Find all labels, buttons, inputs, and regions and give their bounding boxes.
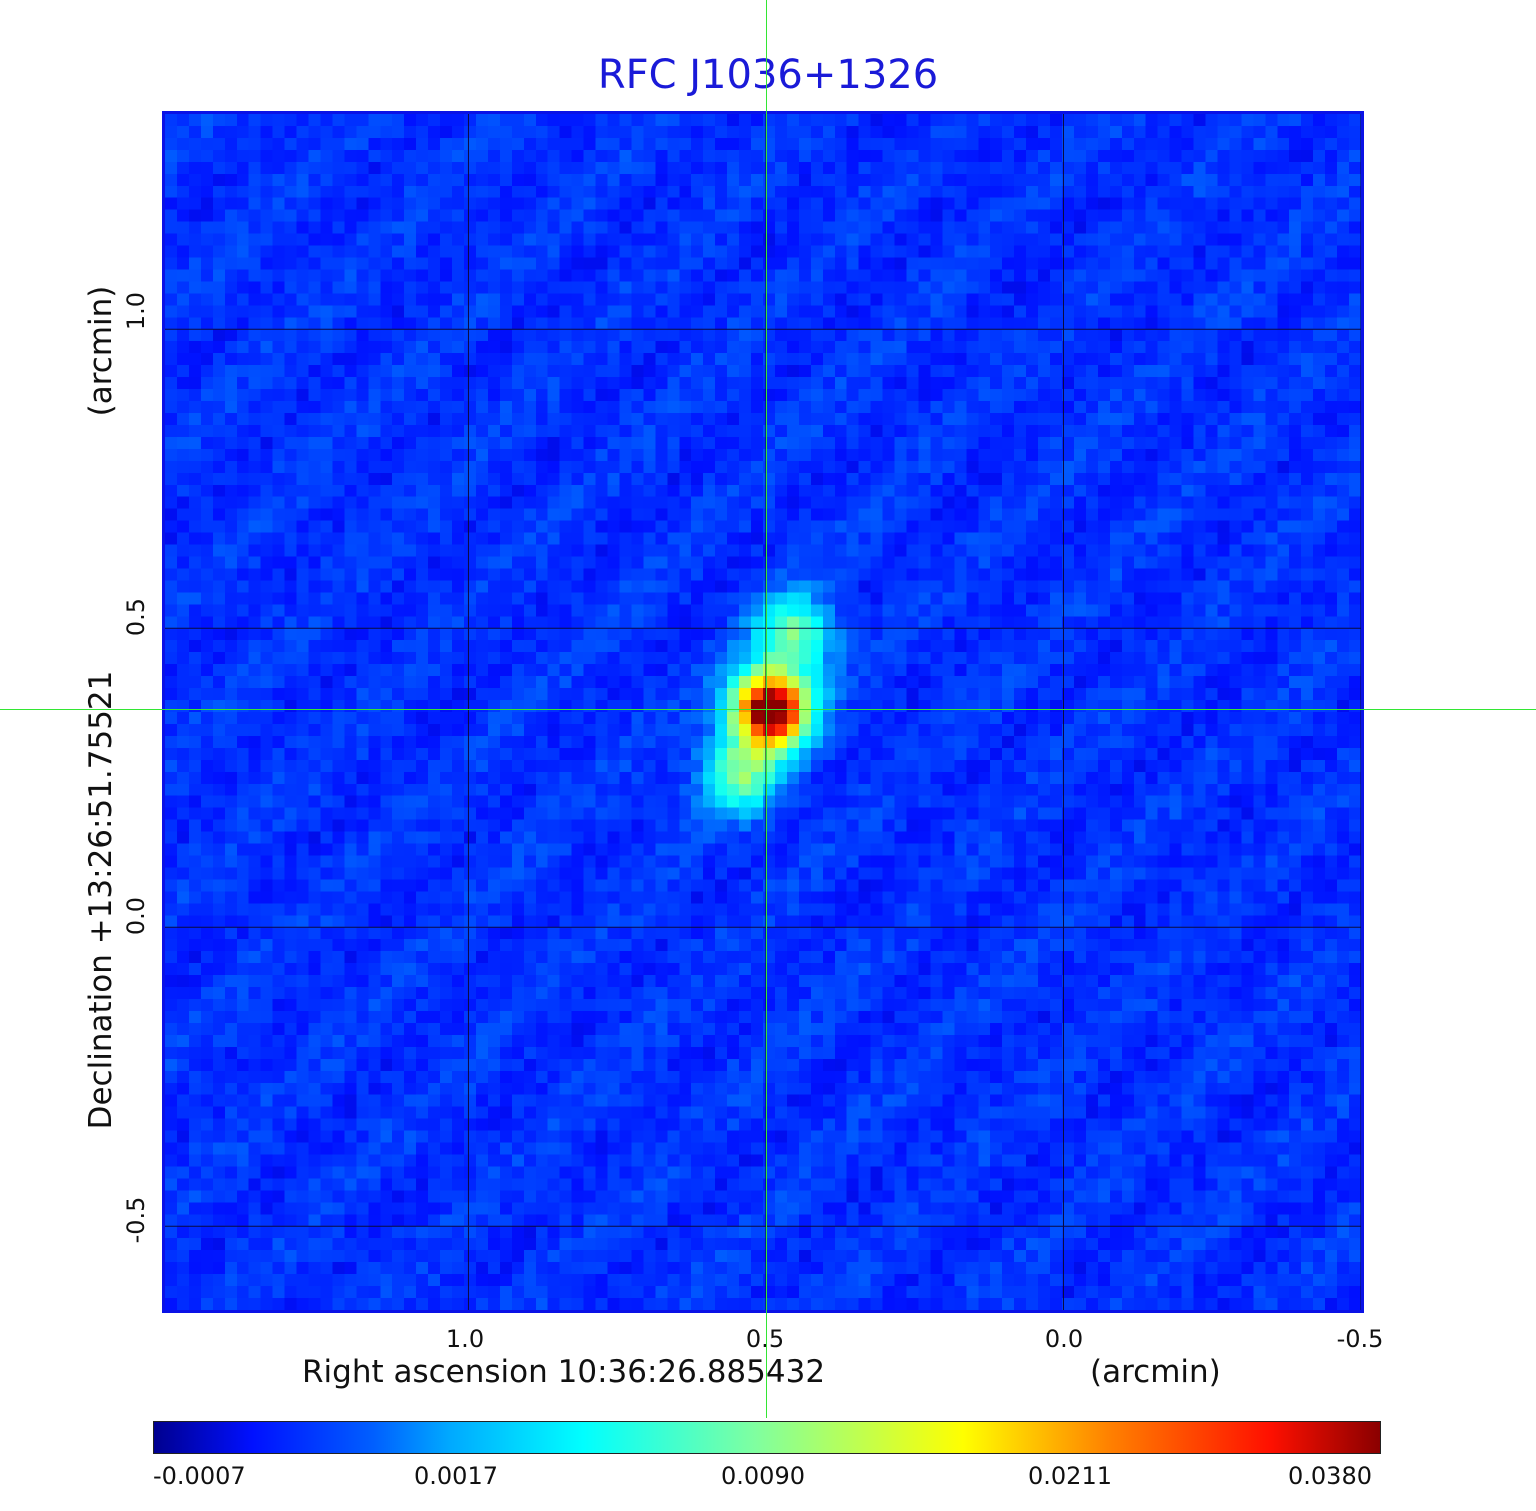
y-axis-unit: (arcmin) (83, 285, 119, 417)
chart-title: RFC J1036+1326 (597, 52, 939, 98)
colorbar-tick-label: -0.0007 (153, 1462, 246, 1490)
y-axis-label: Declination +13:26:51.75521 (83, 670, 119, 1130)
colorbar-tick-label: 0.0017 (414, 1462, 498, 1490)
y-tick-label: -0.5 (122, 1196, 150, 1244)
crosshair-horizontal (0, 709, 1536, 710)
image-plot-area[interactable] (162, 111, 1364, 1313)
x-axis-unit: (arcmin) (1090, 1354, 1221, 1390)
x-tick-label: 0.5 (745, 1325, 785, 1353)
colorbar-tick-label: 0.0380 (1288, 1462, 1372, 1490)
x-axis-label: Right ascension 10:36:26.885432 (302, 1354, 826, 1390)
y-tick-label: 0.0 (122, 896, 150, 936)
y-tick-label: 0.5 (122, 597, 150, 637)
colorbar-tick-label: 0.0211 (1028, 1462, 1112, 1490)
intensity-map (165, 114, 1361, 1310)
x-tick-label: -0.5 (1336, 1325, 1384, 1353)
colorbar-tick-label: 0.0090 (721, 1462, 805, 1490)
colorbar (153, 1421, 1381, 1454)
x-tick-label: 0.0 (1044, 1325, 1084, 1353)
x-tick-label: 1.0 (445, 1325, 485, 1353)
coordinate-grid (165, 114, 1361, 1310)
y-tick-label: 1.0 (122, 291, 150, 331)
